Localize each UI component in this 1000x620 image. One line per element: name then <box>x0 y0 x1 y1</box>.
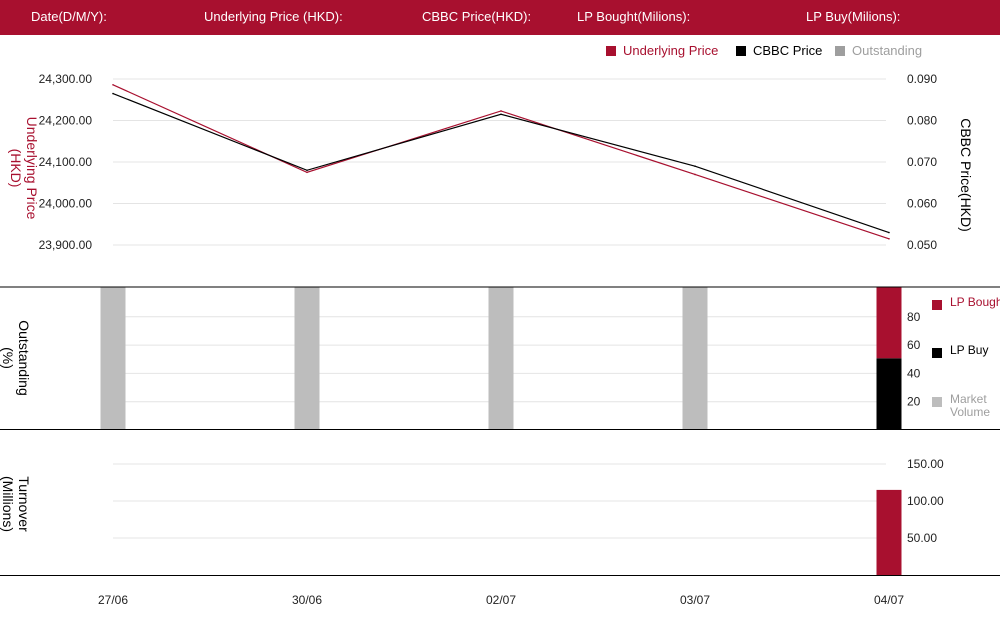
left-axis-tick-label: 23,900.00 <box>39 238 93 252</box>
legend-lp-bought-swatch <box>932 300 942 310</box>
outstanding-axis-tick-label: 40 <box>907 366 921 380</box>
legend-lp-buy-label: LP Buy <box>950 343 989 357</box>
underlying-price-point <box>306 171 308 174</box>
legend-cbbc-label: CBBC Price <box>753 43 823 58</box>
date-tick-label: 02/07 <box>486 593 516 607</box>
outstanding-axis-title: Outstanding <box>16 320 32 396</box>
legend-cbbc[interactable]: CBBC Price <box>736 43 822 59</box>
header-underlying-label: Underlying Price (HKD): <box>204 9 343 24</box>
market-volume-bar <box>294 287 320 429</box>
cbbc-price-point <box>694 165 696 167</box>
left-axis-title: Underlying Price <box>24 117 40 220</box>
left-axis-tick-label: 24,000.00 <box>39 197 93 211</box>
right-axis-tick-label: 0.070 <box>907 155 937 169</box>
underlying-price-point <box>694 173 696 176</box>
legend-outstanding[interactable]: Outstanding <box>835 43 922 59</box>
market-volume-bar <box>682 287 708 429</box>
right-axis-tick-label: 0.090 <box>907 72 937 86</box>
right-axis-tick-label: 0.060 <box>907 197 937 211</box>
date-tick-label: 30/06 <box>292 593 322 607</box>
legend-cbbc-swatch <box>736 46 746 56</box>
right-axis-title: CBBC Price(HKD) <box>958 118 974 232</box>
header-bar: Date(D/M/Y): Underlying Price (HKD): CBB… <box>0 0 1000 35</box>
turnover-bar <box>876 489 902 575</box>
legend-underlying-label: Underlying Price <box>623 43 719 58</box>
lp-buy-bar <box>876 358 902 429</box>
turnover-axis-tick-label: 150.00 <box>907 457 944 471</box>
legend-outstanding-swatch <box>835 46 845 56</box>
date-tick-label: 03/07 <box>680 593 710 607</box>
cbbc-price-point <box>306 169 308 172</box>
date-tick-label: 27/06 <box>98 593 128 607</box>
legend-outstanding-label: Outstanding <box>852 43 923 58</box>
outstanding-axis-tick-label: 60 <box>907 338 921 352</box>
legend-lp-buy-swatch <box>932 348 942 358</box>
right-axis-tick-label: 0.080 <box>907 114 937 128</box>
turnover-axis-tick-label: 50.00 <box>907 531 937 545</box>
header-cbbc-label: CBBC Price(HKD): <box>422 9 532 24</box>
outstanding-axis-title-unit: (%) <box>0 347 16 369</box>
cbbc-price-point <box>500 113 502 116</box>
left-axis-tick-label: 24,100.00 <box>39 155 93 169</box>
underlying-price-point <box>888 237 890 240</box>
outstanding-axis-tick-label: 20 <box>907 395 921 409</box>
header-lp-bought-label: LP Bought(Milions): <box>577 9 691 24</box>
cbbc-price-point <box>112 92 114 95</box>
header-lp-buy-label: LP Buy(Milions): <box>806 9 901 24</box>
turnover-axis-title-unit: (Millions) <box>0 476 16 532</box>
outstanding-axis-tick-label: 80 <box>907 310 921 324</box>
legend-lp-bought-label: LP Bought <box>950 295 1000 309</box>
market-volume-bar <box>100 287 126 429</box>
turnover-axis-title: Turnover <box>16 476 32 532</box>
cbbc-price-point <box>888 231 890 234</box>
underlying-price-point <box>500 110 502 112</box>
underlying-price-point <box>112 84 114 86</box>
left-axis-title-unit: (HKD) <box>8 149 24 188</box>
market-volume-bar <box>488 287 514 429</box>
left-axis-tick-label: 24,200.00 <box>39 114 93 128</box>
date-tick-label: 04/07 <box>874 593 904 607</box>
turnover-axis-tick-label: 100.00 <box>907 494 944 508</box>
legend-market-volume-swatch <box>932 397 942 407</box>
legend-underlying-swatch <box>606 46 616 56</box>
legend-underlying[interactable]: Underlying Price <box>606 43 718 59</box>
lp-bought-bar <box>876 287 902 359</box>
legend-market-volume-label: Market Volume <box>950 392 991 419</box>
header-date-label: Date(D/M/Y): <box>31 9 107 24</box>
right-axis-tick-label: 0.050 <box>907 238 937 252</box>
left-axis-tick-label: 24,300.00 <box>39 72 93 86</box>
